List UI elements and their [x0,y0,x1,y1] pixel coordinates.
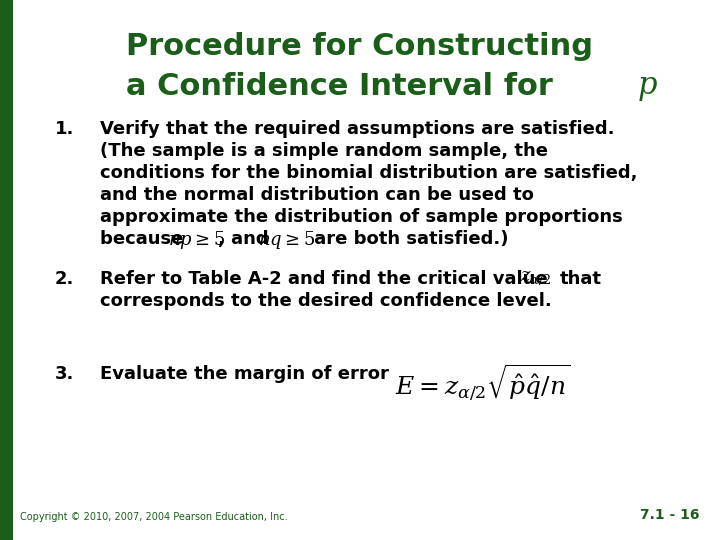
Text: conditions for the binomial distribution are satisfied,: conditions for the binomial distribution… [100,164,637,182]
Text: Refer to Table A-2 and find the critical value: Refer to Table A-2 and find the critical… [100,270,554,288]
Text: and the normal distribution can be used to: and the normal distribution can be used … [100,186,534,204]
Text: $z_{\alpha/2}$: $z_{\alpha/2}$ [520,269,552,287]
Text: 2.: 2. [55,270,74,288]
Text: Procedure for Constructing: Procedure for Constructing [127,32,593,61]
Text: corresponds to the desired confidence level.: corresponds to the desired confidence le… [100,292,552,310]
Text: 7.1 - 16: 7.1 - 16 [641,508,700,522]
Text: Copyright © 2010, 2007, 2004 Pearson Education, Inc.: Copyright © 2010, 2007, 2004 Pearson Edu… [20,512,287,522]
Text: $E = z_{\alpha/2}\sqrt{\hat{p}\hat{q}/n}$: $E = z_{\alpha/2}\sqrt{\hat{p}\hat{q}/n}… [395,362,570,403]
Text: 3.: 3. [55,365,74,383]
Text: Verify that the required assumptions are satisfied.: Verify that the required assumptions are… [100,120,614,138]
Text: (The sample is a simple random sample, the: (The sample is a simple random sample, t… [100,142,548,160]
Bar [0,0,13,540]
Text: a Confidence Interval for: a Confidence Interval for [126,72,564,101]
Text: 1.: 1. [55,120,74,138]
Text: $np \geq 5$: $np \geq 5$ [168,229,225,251]
Text: , and: , and [218,230,275,248]
Text: approximate the distribution of sample proportions: approximate the distribution of sample p… [100,208,623,226]
Text: $p$: $p$ [637,72,658,103]
Text: because: because [100,230,189,248]
Text: are both satisfied.): are both satisfied.) [308,230,508,248]
Text: that: that [560,270,602,288]
Text: $nq \geq 5$: $nq \geq 5$ [258,229,315,251]
Text: Evaluate the margin of error: Evaluate the margin of error [100,365,389,383]
